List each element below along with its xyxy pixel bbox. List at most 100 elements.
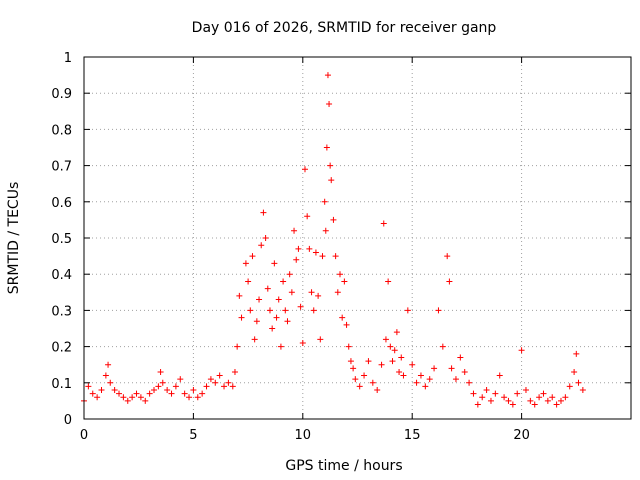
data-point (452, 376, 459, 383)
data-point (483, 387, 490, 394)
data-point (343, 321, 350, 328)
x-tick-label: 10 (295, 428, 312, 443)
data-point (324, 72, 331, 79)
data-point (444, 253, 451, 260)
y-tick-label: 0.9 (51, 87, 72, 102)
data-point (85, 383, 92, 390)
data-point (409, 361, 416, 368)
y-tick-label: 0 (64, 413, 72, 428)
axis-ticks (83, 56, 631, 420)
y-tick-label: 0.7 (51, 160, 72, 175)
data-point (553, 401, 560, 408)
data-point (457, 354, 464, 361)
data-point (116, 390, 123, 397)
data-point (194, 394, 201, 401)
data-point (356, 383, 363, 390)
data-point (299, 339, 306, 346)
x-axis-label: GPS time / hours (285, 458, 402, 474)
data-point (347, 358, 354, 365)
data-point (236, 292, 243, 299)
data-point (142, 397, 149, 404)
x-tick-label: 5 (189, 428, 197, 443)
data-point (207, 376, 214, 383)
data-point (304, 213, 311, 220)
data-point (190, 387, 197, 394)
data-point (102, 372, 109, 379)
y-axis-label: SRMTID / TECUs (6, 182, 22, 295)
data-point (492, 390, 499, 397)
y-tick-label: 0.5 (51, 232, 72, 247)
data-point (330, 216, 337, 223)
data-point (151, 387, 158, 394)
data-point (133, 390, 140, 397)
data-point (496, 372, 503, 379)
data-point (323, 144, 330, 151)
data-point (474, 401, 481, 408)
data-point (295, 245, 302, 252)
data-point (164, 387, 171, 394)
data-point (501, 394, 508, 401)
data-point (181, 390, 188, 397)
data-point (380, 220, 387, 227)
data-point (509, 401, 516, 408)
data-point (435, 307, 442, 314)
data-point (186, 394, 193, 401)
data-point (177, 376, 184, 383)
data-point (350, 365, 357, 372)
data-point (575, 379, 582, 386)
x-tick-label: 15 (404, 428, 421, 443)
data-point (321, 198, 328, 205)
data-point (306, 245, 313, 252)
data-point (505, 397, 512, 404)
y-tick-label: 0.3 (51, 304, 72, 319)
data-point (159, 379, 166, 386)
data-point (326, 101, 333, 108)
data-point (522, 387, 529, 394)
data-point (199, 390, 206, 397)
data-point (446, 278, 453, 285)
data-point (544, 397, 551, 404)
data-point (286, 271, 293, 278)
data-point (277, 343, 284, 350)
data-point (129, 394, 136, 401)
data-point (365, 358, 372, 365)
data-point (378, 361, 385, 368)
data-point (391, 347, 398, 354)
data-point (426, 376, 433, 383)
data-point (332, 253, 339, 260)
data-point (264, 285, 271, 292)
data-point (389, 358, 396, 365)
data-point (124, 397, 131, 404)
data-point (404, 307, 411, 314)
data-point (315, 292, 322, 299)
data-point (111, 387, 118, 394)
data-point (229, 383, 236, 390)
data-point (466, 379, 473, 386)
data-point (470, 390, 477, 397)
data-point (317, 336, 324, 343)
data-point (258, 242, 265, 249)
data-point (417, 372, 424, 379)
tick-labels: 0 5 10 15 20 0 0.1 0.2 0.3 0.4 0.5 0.6 0.7 0.8 0.9 1 (51, 51, 530, 443)
y-tick-label: 0.4 (51, 268, 72, 283)
data-point (120, 394, 127, 401)
data-point (231, 368, 238, 375)
data-point (549, 394, 556, 401)
data-point (266, 307, 273, 314)
data-point (216, 372, 223, 379)
y-tick-label: 0.8 (51, 123, 72, 138)
data-point (308, 289, 315, 296)
data-point (322, 227, 329, 234)
data-point (527, 397, 534, 404)
data-point (396, 368, 403, 375)
data-point (293, 256, 300, 263)
data-point (339, 314, 346, 321)
data-point (260, 209, 267, 216)
data-point (448, 365, 455, 372)
data-point (571, 368, 578, 375)
data-point (562, 394, 569, 401)
data-point (319, 253, 326, 260)
data-point (579, 387, 586, 394)
data-point (536, 394, 543, 401)
data-point (249, 253, 256, 260)
